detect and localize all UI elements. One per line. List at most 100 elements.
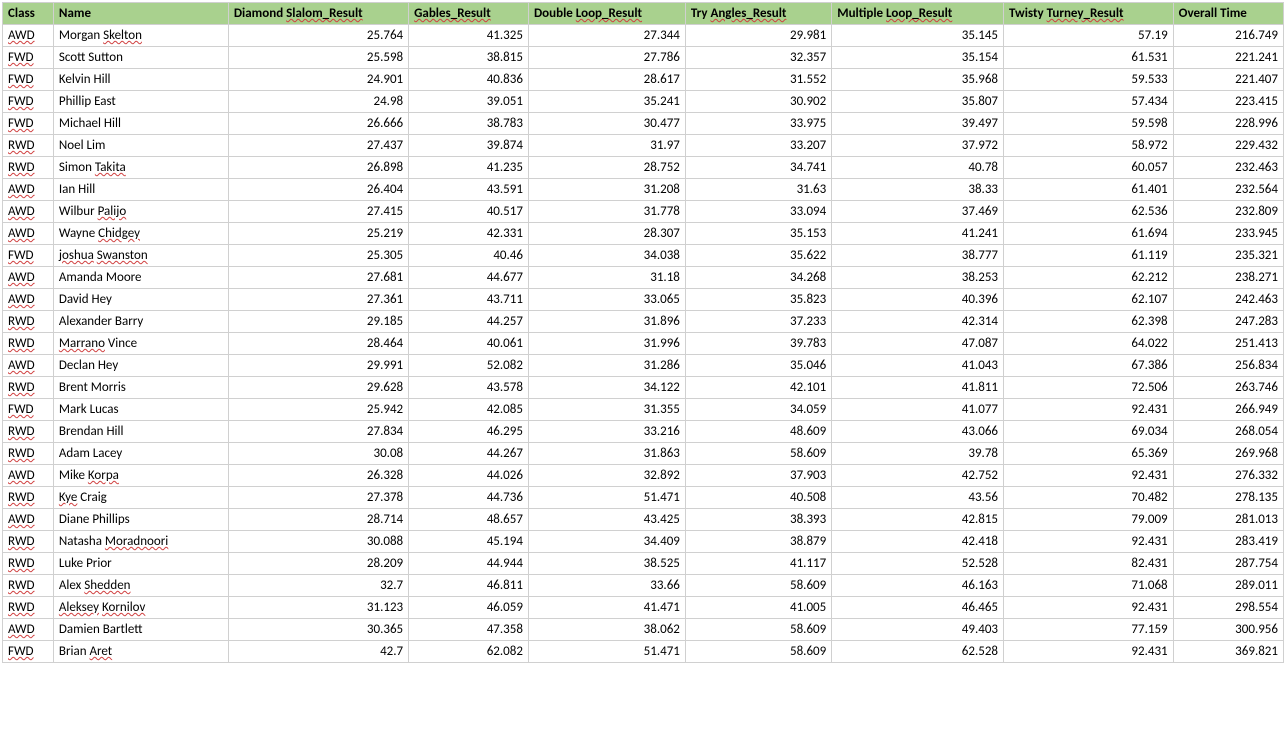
table-header: ClassNameDiamond Slalom_ResultGables_Res…	[3, 3, 1284, 25]
cell-class: FWD	[3, 641, 54, 663]
cell-twisty_turney: 60.057	[1004, 157, 1174, 179]
cell-overall: 235.321	[1173, 245, 1283, 267]
cell-double_loop: 32.892	[528, 465, 685, 487]
cell-gables: 44.677	[409, 267, 529, 289]
cell-multiple_loop: 46.465	[832, 597, 1004, 619]
cell-double_loop: 34.038	[528, 245, 685, 267]
cell-name: Brian Aret	[53, 641, 228, 663]
cell-twisty_turney: 57.19	[1004, 25, 1174, 47]
cell-twisty_turney: 79.009	[1004, 509, 1174, 531]
cell-try_angles: 33.975	[685, 113, 831, 135]
table-row: FWDBrian Aret42.762.08251.47158.60962.52…	[3, 641, 1284, 663]
cell-try_angles: 35.622	[685, 245, 831, 267]
cell-class: AWD	[3, 619, 54, 641]
cell-diamond_slalom: 24.901	[228, 69, 408, 91]
cell-twisty_turney: 59.533	[1004, 69, 1174, 91]
cell-name: Diane Phillips	[53, 509, 228, 531]
cell-diamond_slalom: 25.305	[228, 245, 408, 267]
cell-gables: 39.051	[409, 91, 529, 113]
cell-gables: 43.711	[409, 289, 529, 311]
table-row: AWDMike Korpa26.32844.02632.89237.90342.…	[3, 465, 1284, 487]
cell-double_loop: 33.065	[528, 289, 685, 311]
cell-twisty_turney: 77.159	[1004, 619, 1174, 641]
cell-gables: 47.358	[409, 619, 529, 641]
cell-overall: 216.749	[1173, 25, 1283, 47]
cell-diamond_slalom: 27.361	[228, 289, 408, 311]
cell-try_angles: 41.117	[685, 553, 831, 575]
cell-multiple_loop: 43.56	[832, 487, 1004, 509]
cell-try_angles: 42.101	[685, 377, 831, 399]
col-header-gables: Gables_Result	[409, 3, 529, 25]
cell-class: AWD	[3, 289, 54, 311]
cell-name: David Hey	[53, 289, 228, 311]
cell-try_angles: 58.609	[685, 641, 831, 663]
col-header-double_loop: Double Loop_Result	[528, 3, 685, 25]
cell-diamond_slalom: 27.415	[228, 201, 408, 223]
cell-multiple_loop: 38.777	[832, 245, 1004, 267]
cell-multiple_loop: 35.154	[832, 47, 1004, 69]
cell-multiple_loop: 46.163	[832, 575, 1004, 597]
cell-name: Scott Sutton	[53, 47, 228, 69]
cell-gables: 41.325	[409, 25, 529, 47]
cell-name: Adam Lacey	[53, 443, 228, 465]
cell-name: Alexander Barry	[53, 311, 228, 333]
cell-name: Luke Prior	[53, 553, 228, 575]
table-row: RWDBrent Morris29.62843.57834.12242.1014…	[3, 377, 1284, 399]
cell-overall: 278.135	[1173, 487, 1283, 509]
cell-twisty_turney: 61.119	[1004, 245, 1174, 267]
cell-multiple_loop: 42.314	[832, 311, 1004, 333]
col-header-name: Name	[53, 3, 228, 25]
table-row: AWDWilbur Palijo27.41540.51731.77833.094…	[3, 201, 1284, 223]
cell-try_angles: 38.393	[685, 509, 831, 531]
cell-class: FWD	[3, 47, 54, 69]
cell-twisty_turney: 92.431	[1004, 597, 1174, 619]
cell-name: Marrano Vince	[53, 333, 228, 355]
cell-overall: 268.054	[1173, 421, 1283, 443]
cell-overall: 300.956	[1173, 619, 1283, 641]
cell-twisty_turney: 64.022	[1004, 333, 1174, 355]
table-row: FWDMark Lucas25.94242.08531.35534.05941.…	[3, 399, 1284, 421]
col-header-twisty_turney: Twisty Turney_Result	[1004, 3, 1174, 25]
cell-overall: 247.283	[1173, 311, 1283, 333]
cell-double_loop: 51.471	[528, 487, 685, 509]
cell-double_loop: 27.786	[528, 47, 685, 69]
cell-try_angles: 31.63	[685, 179, 831, 201]
table-row: FWDPhillip East24.9839.05135.24130.90235…	[3, 91, 1284, 113]
cell-diamond_slalom: 25.764	[228, 25, 408, 47]
cell-double_loop: 31.896	[528, 311, 685, 333]
cell-overall: 283.419	[1173, 531, 1283, 553]
cell-twisty_turney: 71.068	[1004, 575, 1174, 597]
cell-try_angles: 33.207	[685, 135, 831, 157]
cell-try_angles: 37.903	[685, 465, 831, 487]
cell-double_loop: 43.425	[528, 509, 685, 531]
table-row: RWDNoel Lim27.43739.87431.9733.20737.972…	[3, 135, 1284, 157]
cell-name: Morgan Skelton	[53, 25, 228, 47]
cell-class: FWD	[3, 113, 54, 135]
cell-multiple_loop: 39.497	[832, 113, 1004, 135]
cell-gables: 40.46	[409, 245, 529, 267]
table-row: AWDMorgan Skelton25.76441.32527.34429.98…	[3, 25, 1284, 47]
cell-class: RWD	[3, 575, 54, 597]
cell-class: AWD	[3, 179, 54, 201]
cell-overall: 281.013	[1173, 509, 1283, 531]
cell-diamond_slalom: 29.991	[228, 355, 408, 377]
cell-multiple_loop: 35.145	[832, 25, 1004, 47]
cell-twisty_turney: 62.398	[1004, 311, 1174, 333]
cell-name: joshua Swanston	[53, 245, 228, 267]
cell-gables: 48.657	[409, 509, 529, 531]
results-table: ClassNameDiamond Slalom_ResultGables_Res…	[2, 2, 1284, 663]
cell-double_loop: 30.477	[528, 113, 685, 135]
cell-name: Noel Lim	[53, 135, 228, 157]
table-row: AWDIan Hill26.40443.59131.20831.6338.336…	[3, 179, 1284, 201]
table-row: AWDDiane Phillips28.71448.65743.42538.39…	[3, 509, 1284, 531]
cell-multiple_loop: 49.403	[832, 619, 1004, 641]
cell-twisty_turney: 92.431	[1004, 399, 1174, 421]
cell-try_angles: 58.609	[685, 619, 831, 641]
cell-twisty_turney: 62.536	[1004, 201, 1174, 223]
cell-multiple_loop: 39.78	[832, 443, 1004, 465]
cell-double_loop: 31.996	[528, 333, 685, 355]
cell-name: Ian Hill	[53, 179, 228, 201]
cell-double_loop: 31.355	[528, 399, 685, 421]
cell-twisty_turney: 59.598	[1004, 113, 1174, 135]
cell-class: RWD	[3, 311, 54, 333]
